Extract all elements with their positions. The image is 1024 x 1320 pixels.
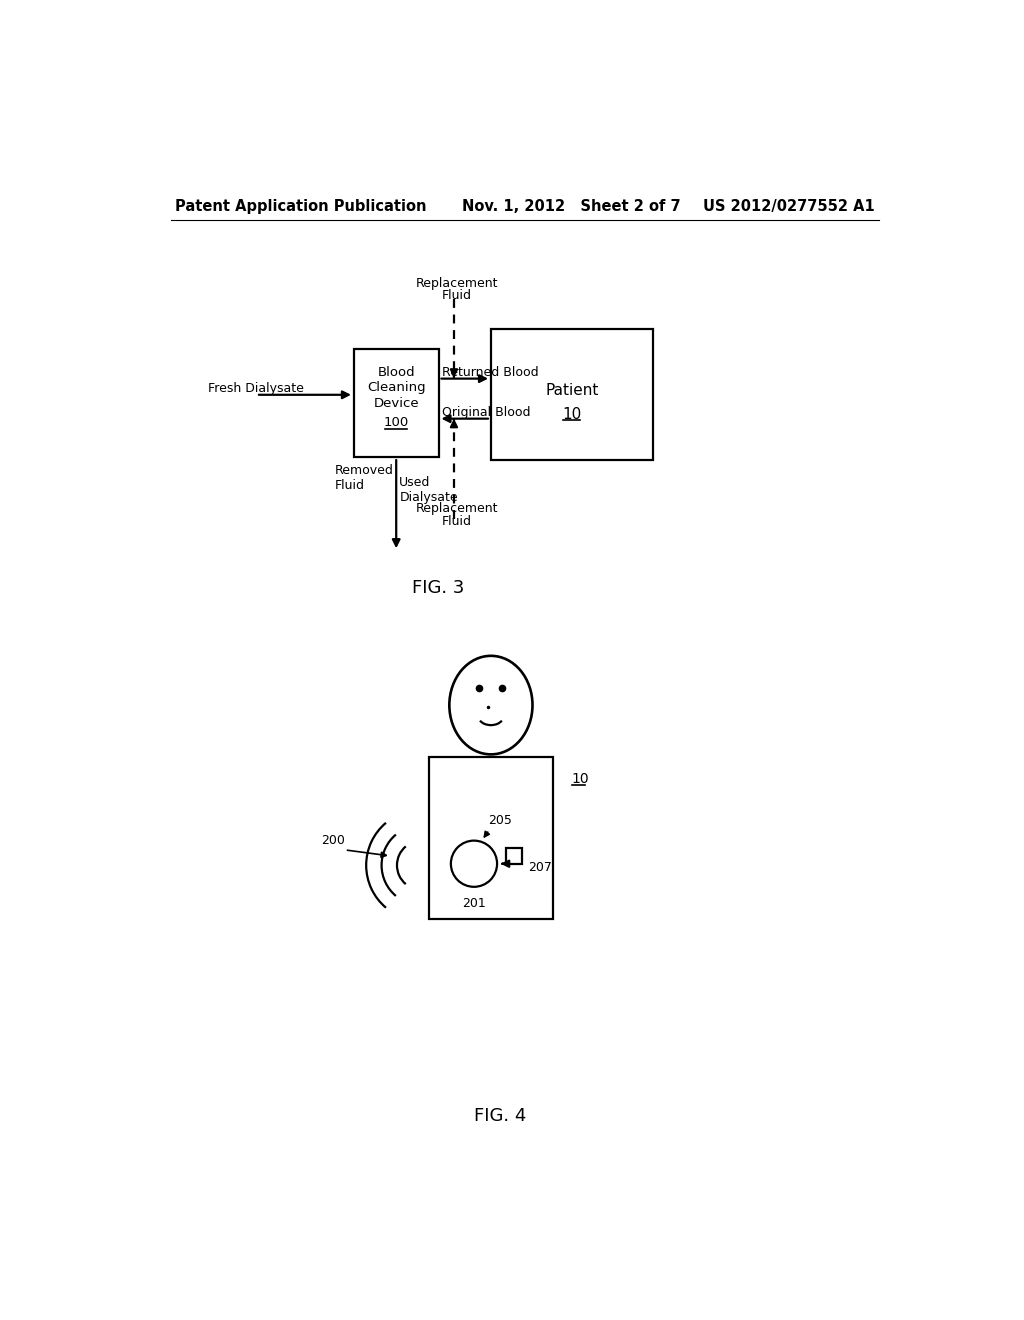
Text: Replacement: Replacement <box>416 502 499 515</box>
Text: 201: 201 <box>462 898 485 911</box>
Text: 10: 10 <box>571 772 590 785</box>
Text: Returned Blood: Returned Blood <box>441 366 539 379</box>
Bar <box>354 350 438 457</box>
Text: 200: 200 <box>322 834 345 847</box>
Text: US 2012/0277552 A1: US 2012/0277552 A1 <box>702 198 874 214</box>
Text: Fluid: Fluid <box>442 515 472 528</box>
Text: Replacement: Replacement <box>416 277 499 289</box>
Text: Patent Application Publication: Patent Application Publication <box>175 198 427 214</box>
Text: FIG. 3: FIG. 3 <box>413 579 465 597</box>
Text: Nov. 1, 2012   Sheet 2 of 7: Nov. 1, 2012 Sheet 2 of 7 <box>462 198 680 214</box>
Text: 205: 205 <box>487 814 512 828</box>
Text: Device: Device <box>374 397 419 409</box>
Text: Blood: Blood <box>378 366 415 379</box>
Text: 10: 10 <box>562 407 582 421</box>
Text: Patient: Patient <box>545 383 598 399</box>
Text: FIG. 4: FIG. 4 <box>474 1106 526 1125</box>
Text: Cleaning: Cleaning <box>367 381 426 395</box>
Bar <box>429 758 553 919</box>
Text: Used
Dialysate: Used Dialysate <box>399 475 458 503</box>
Text: Fresh Dialysate: Fresh Dialysate <box>208 381 303 395</box>
Bar <box>506 849 521 863</box>
Text: Removed
Fluid: Removed Fluid <box>335 463 393 492</box>
Text: Fluid: Fluid <box>442 289 472 302</box>
Text: Original Blood: Original Blood <box>441 407 530 418</box>
Text: 207: 207 <box>528 861 552 874</box>
Text: 100: 100 <box>384 416 409 429</box>
Bar <box>490 330 652 461</box>
